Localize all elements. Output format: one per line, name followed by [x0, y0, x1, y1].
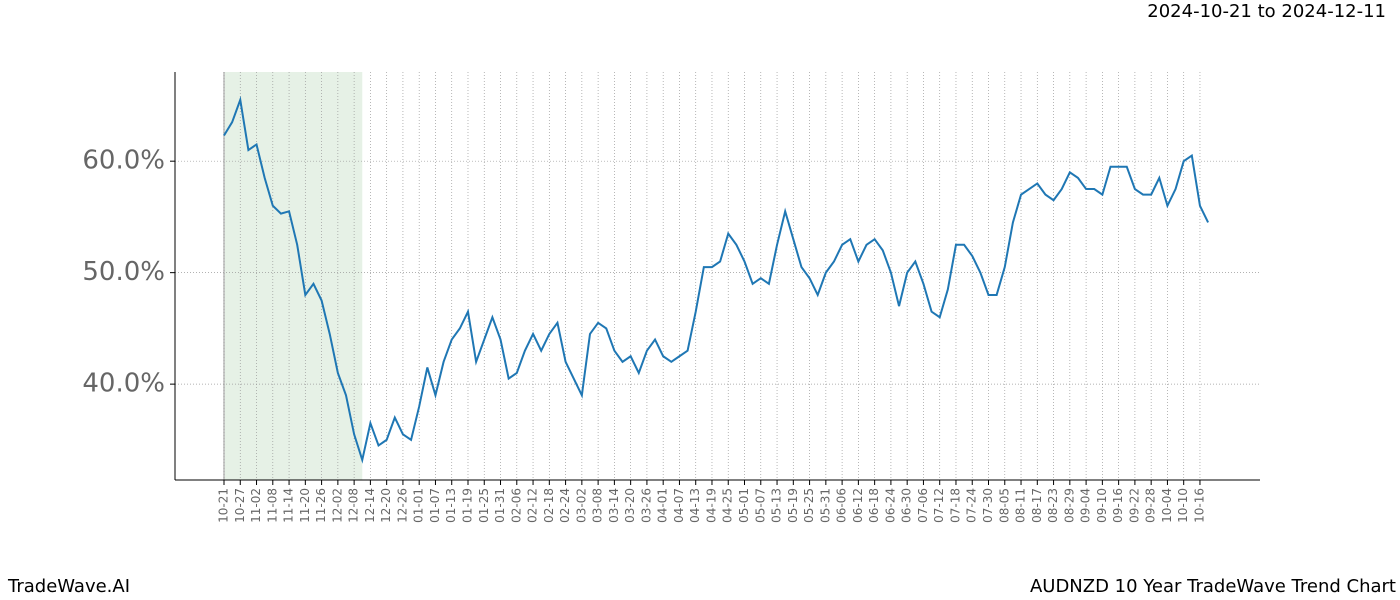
x-tick-label: 08-29: [1062, 488, 1076, 523]
y-tick-label: 50.0%: [82, 257, 165, 287]
chart-title: AUDNZD 10 Year TradeWave Trend Chart: [1030, 576, 1396, 597]
y-tick-label: 60.0%: [82, 146, 165, 176]
trend-line: [223, 95, 1209, 464]
x-tick-label: 03-20: [623, 488, 637, 523]
x-tick-label: 04-19: [704, 488, 718, 523]
x-tick-label: 11-14: [282, 488, 296, 523]
x-tick-label: 12-26: [395, 488, 409, 523]
brand: TradeWave.AI: [7, 576, 130, 597]
x-tick-label: 08-23: [1046, 488, 1060, 523]
x-tick-label: 07-18: [948, 488, 962, 523]
x-tick-label: 05-07: [753, 488, 767, 523]
x-tick-label: 09-16: [1111, 488, 1125, 523]
x-tick-label: 08-05: [997, 488, 1011, 523]
x-tick-label: 10-10: [1176, 488, 1190, 523]
x-tick-label: 08-11: [1014, 488, 1028, 523]
x-tick-label: 01-13: [444, 488, 458, 523]
x-tick-label: 11-26: [314, 488, 328, 523]
x-tick-label: 03-14: [607, 488, 621, 523]
x-tick-label: 12-14: [363, 488, 377, 523]
x-tick-label: 05-01: [737, 488, 751, 523]
x-tick-label: 10-16: [1192, 488, 1206, 523]
x-tick-label: 01-01: [412, 488, 426, 523]
x-tick-label: 09-22: [1127, 488, 1141, 523]
x-tick-label: 10-21: [217, 488, 231, 523]
x-tick-label: 02-12: [526, 488, 540, 523]
x-tick-label: 04-13: [688, 488, 702, 523]
x-tick-label: 06-06: [835, 488, 849, 523]
x-tick-label: 09-28: [1144, 488, 1158, 523]
x-tick-label: 02-06: [509, 488, 523, 523]
x-tick-label: 02-18: [542, 488, 556, 523]
x-tick-label: 01-25: [477, 488, 491, 523]
x-tick-label: 11-08: [265, 488, 279, 523]
x-tick-label: 01-07: [428, 488, 442, 523]
x-tick-label: 05-19: [786, 488, 800, 523]
x-tick-label: 06-18: [867, 488, 881, 523]
x-tick-label: 05-13: [770, 488, 784, 523]
x-tick-label: 04-07: [672, 488, 686, 523]
x-tick-label: 12-02: [330, 488, 344, 523]
x-tick-label: 01-31: [493, 488, 507, 523]
y-tick-label: 40.0%: [82, 369, 165, 399]
x-tick-label: 07-30: [981, 488, 995, 523]
x-tick-label: 06-24: [883, 488, 897, 523]
x-tick-label: 09-10: [1095, 488, 1109, 523]
x-tick-label: 01-19: [460, 488, 474, 523]
x-tick-label: 06-30: [900, 488, 914, 523]
x-tick-label: 05-31: [818, 488, 832, 523]
x-tick-label: 10-27: [233, 488, 247, 523]
x-tick-label: 12-08: [347, 488, 361, 523]
x-tick-label: 04-25: [721, 488, 735, 523]
x-tick-label: 12-20: [379, 488, 393, 523]
x-tick-label: 08-17: [1030, 488, 1044, 523]
x-tick-label: 11-02: [249, 488, 263, 523]
x-tick-label: 02-24: [558, 488, 572, 523]
x-tick-label: 09-04: [1079, 488, 1093, 523]
x-tick-label: 07-12: [932, 488, 946, 523]
x-tick-label: 05-25: [802, 488, 816, 523]
x-tick-label: 07-06: [916, 488, 930, 523]
x-tick-label: 10-04: [1160, 488, 1174, 523]
x-tick-label: 07-24: [965, 488, 979, 523]
x-tick-label: 06-12: [851, 488, 865, 523]
x-tick-label: 04-01: [656, 488, 670, 523]
chart-subtitle: 2024-10-21 to 2024-12-11: [1147, 1, 1386, 22]
x-tick-label: 03-02: [574, 488, 588, 523]
x-tick-label: 11-20: [298, 488, 312, 523]
x-tick-label: 03-26: [639, 488, 653, 523]
x-tick-label: 03-08: [591, 488, 605, 523]
